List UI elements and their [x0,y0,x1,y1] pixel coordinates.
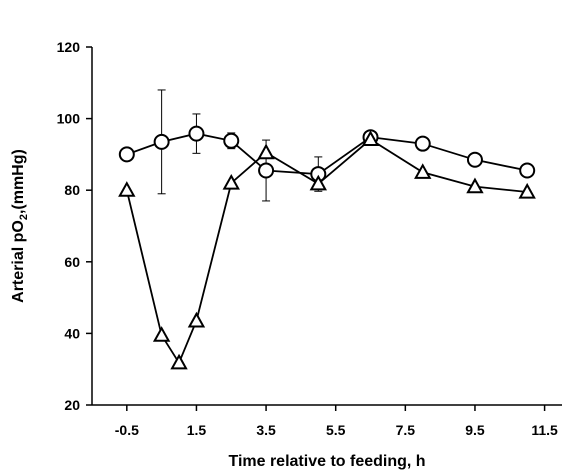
y-axis-title-subscript: 2 [18,214,30,220]
data-point-triangle [309,174,327,191]
data-point-triangle [187,311,206,328]
y-tick-label: 100 [57,111,81,127]
data-point-triangle [518,182,536,199]
x-tick-label: -0.5 [115,422,139,438]
y-axis-title-main: Arterial pO [10,220,27,303]
x-tick-label: 3.5 [256,422,276,438]
data-point-triangle [118,181,136,197]
data-point-triangle [257,143,275,160]
y-axis-title: Arterial pO2,(mmHg) [10,149,30,303]
series-triangle [118,130,536,370]
x-tick-label: 11.5 [531,422,558,438]
x-tick-label: 7.5 [396,422,416,438]
data-point-triangle [222,173,240,190]
y-axis-title-rest: ,(mmHg) [10,149,27,214]
y-tick-label: 40 [64,325,80,341]
data-point-circle [153,133,170,150]
x-tick-label: 1.5 [187,422,207,438]
data-point-circle [118,146,135,163]
y-tick-label: 80 [64,182,80,198]
series-line [125,138,528,365]
y-tick-label: 20 [64,397,80,413]
data-point-circle [466,151,483,168]
x-tick-label: 9.5 [465,422,485,438]
axes [91,47,562,406]
series-layer [118,89,536,370]
data-point-triangle [170,353,188,370]
y-tick-label: 120 [57,39,81,55]
data-point-triangle [361,130,380,146]
data-point-circle [188,125,205,142]
y-tick-label: 60 [64,254,80,270]
data-point-circle [258,162,275,179]
data-point-circle [519,162,536,179]
ticks: 20 40 60 80 100 120 -0.5 1.5 3.5 5.5 7.5 9.5 11.5 [57,39,558,438]
x-axis-title: Time relative to feeding, h [228,453,425,470]
data-point-triangle [466,177,484,194]
data-point-circle [414,135,431,152]
series-line [126,132,528,176]
data-point-triangle [152,326,171,342]
data-point-circle [223,132,240,149]
data-point-triangle [414,163,432,179]
x-tick-label: 5.5 [326,422,346,438]
